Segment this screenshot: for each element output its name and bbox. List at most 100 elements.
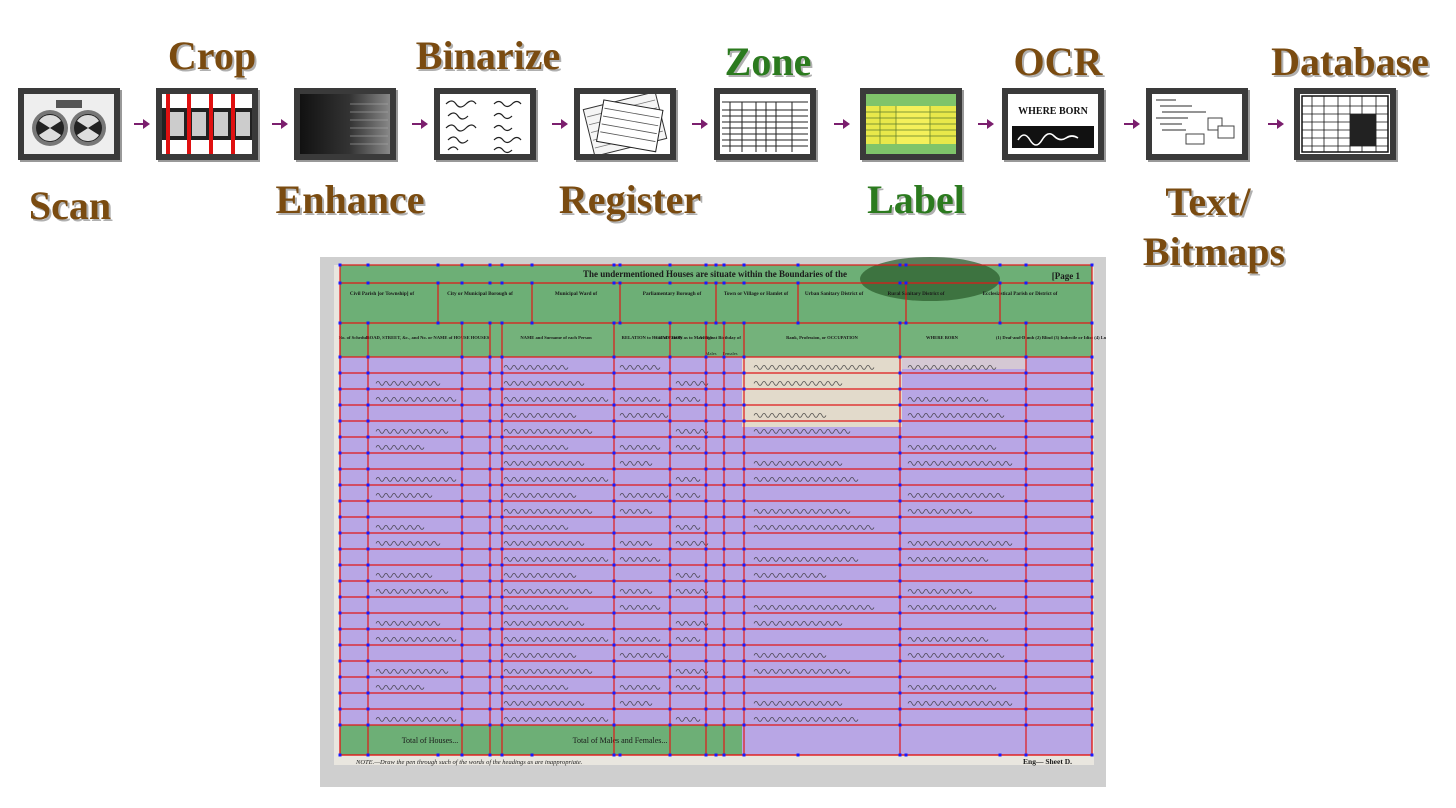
grid-node [742, 707, 746, 711]
grid-node [704, 595, 708, 599]
grid-node [488, 723, 492, 727]
handwriting-scribble [753, 477, 859, 482]
grid-node [668, 515, 672, 519]
grid-node [1090, 483, 1094, 487]
handwriting-scribble [619, 493, 669, 498]
grid-node [618, 263, 622, 267]
grid-node [714, 753, 718, 757]
grid-node [612, 483, 616, 487]
grid-node [742, 659, 746, 663]
handwriting-scribble [753, 605, 875, 610]
grid-node [460, 547, 464, 551]
grid-node [742, 563, 746, 567]
column-header: WHERE BORN [926, 335, 959, 340]
grid-node [1024, 387, 1028, 391]
handwriting-scribble [907, 413, 1005, 418]
grid-node [1024, 723, 1028, 727]
arrow-icon [1268, 119, 1284, 129]
grid-node [898, 451, 902, 455]
handwriting-scribble [907, 461, 1013, 466]
grid-node [742, 675, 746, 679]
grid-node [742, 531, 746, 535]
header-field-label: Civil Parish [or Township] of [350, 291, 414, 297]
grid-node [668, 563, 672, 567]
grid-node [898, 499, 902, 503]
handwriting-scribble [619, 413, 669, 418]
grid-node [668, 753, 672, 757]
grid-node [1024, 531, 1028, 535]
grid-node [530, 321, 534, 325]
grid-node [500, 499, 504, 503]
grid-node [1024, 515, 1028, 519]
grid-node [704, 321, 708, 325]
handwriting-scribble [675, 573, 701, 578]
handwriting-scribble [619, 685, 661, 690]
grid-node [668, 643, 672, 647]
handwriting-scribble [907, 589, 973, 594]
grid-node [1090, 611, 1094, 615]
handwriting-scribble [753, 413, 827, 418]
grid-node [338, 627, 342, 631]
grid-node [722, 499, 726, 503]
handwriting-scribble [753, 509, 851, 514]
grid-node [500, 371, 504, 375]
grid-node [796, 281, 800, 285]
grid-node [366, 371, 370, 375]
grid-node [488, 627, 492, 631]
handwriting-scribble [753, 461, 843, 466]
grid-node [1090, 675, 1094, 679]
grid-node [742, 355, 746, 359]
grid-node [898, 707, 902, 711]
header-field-label: Ecclesiastical Parish or District of [983, 291, 1058, 297]
grid-node [898, 579, 902, 583]
stage-label-label: Label [867, 177, 965, 222]
handwriting-scribble [619, 365, 661, 370]
grid-node [704, 355, 708, 359]
handwriting-scribble [753, 701, 843, 706]
grid-node [1090, 531, 1094, 535]
grid-node [530, 753, 534, 757]
handwriting-scribble [375, 589, 449, 594]
grid-node [742, 611, 746, 615]
handwriting-scribble [375, 621, 441, 626]
grid-node [618, 281, 622, 285]
grid-node [338, 499, 342, 503]
grid-node [704, 563, 708, 567]
grid-node [668, 579, 672, 583]
grid-node [998, 753, 1002, 757]
grid-node [460, 659, 464, 663]
handwriting-scribble [375, 637, 457, 642]
grid-node [460, 579, 464, 583]
grid-node [668, 483, 672, 487]
handwriting-scribble [375, 397, 457, 402]
grid-node [1090, 419, 1094, 423]
grid-node [704, 435, 708, 439]
grid-node [898, 595, 902, 599]
grid-node [722, 753, 726, 757]
column-header: ROAD, STREET, &c., and No. or NAME of HO… [366, 335, 469, 340]
handwriting-scribble [375, 717, 457, 722]
grid-node [742, 547, 746, 551]
grid-node [366, 483, 370, 487]
scan-thumbnail [18, 88, 120, 160]
grid-node [500, 563, 504, 567]
grid-node [612, 419, 616, 423]
handwriting-scribble [375, 477, 457, 482]
grid-node [500, 515, 504, 519]
grid-node [722, 321, 726, 325]
grid-node [460, 451, 464, 455]
handwriting-scribble [503, 589, 593, 594]
column-header: (1) Deaf-and-Dumb (2) Blind (3) Imbecile… [996, 335, 1106, 340]
grid-node [338, 281, 342, 285]
grid-node [488, 355, 492, 359]
handwriting-scribble [675, 429, 709, 434]
grid-node [898, 281, 902, 285]
grid-node [1024, 419, 1028, 423]
grid-node [500, 281, 504, 285]
grid-node [704, 451, 708, 455]
grid-node [366, 547, 370, 551]
handwriting-scribble [375, 381, 441, 386]
handwriting-scribble [907, 541, 1013, 546]
ocr-field-icon: WHERE BORN [1008, 94, 1098, 154]
handwriting-scribble [503, 413, 577, 418]
